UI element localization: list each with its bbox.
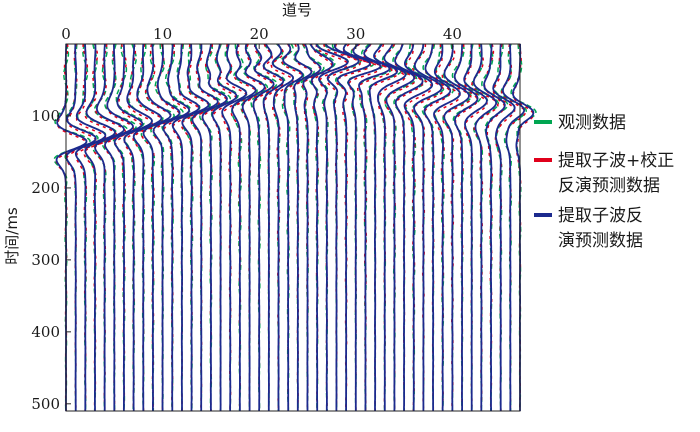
trace-s2-18 bbox=[231, 43, 257, 411]
x-tick-label-0: 0 bbox=[61, 25, 71, 43]
trace-s2-44 bbox=[483, 44, 506, 411]
traces-layer bbox=[53, 43, 537, 412]
trace-s1-27 bbox=[315, 43, 349, 412]
trace-s2-39 bbox=[433, 44, 461, 412]
trace-s1-14 bbox=[190, 43, 220, 412]
series-2-traces bbox=[55, 43, 535, 412]
trace-s0-4 bbox=[92, 43, 129, 412]
y-tick-label-0: 100 bbox=[31, 107, 60, 125]
trace-s2-37 bbox=[413, 43, 443, 411]
trace-s2-1 bbox=[65, 43, 97, 411]
trace-s2-5 bbox=[104, 44, 134, 411]
legend-label-2-0: 提取子波反 bbox=[558, 206, 643, 226]
trace-s2-25 bbox=[302, 43, 322, 411]
y-tick-label-2: 300 bbox=[31, 251, 60, 269]
trace-s2-41 bbox=[453, 43, 479, 411]
y-axis-label: 时间/ms bbox=[3, 207, 21, 265]
trace-s2-15 bbox=[201, 43, 228, 411]
trace-s2-21 bbox=[262, 43, 285, 411]
trace-s2-22 bbox=[271, 43, 295, 411]
trace-s2-10 bbox=[152, 44, 181, 411]
trace-s2-0 bbox=[55, 44, 88, 411]
trace-s2-4 bbox=[94, 43, 125, 411]
trace-s2-26 bbox=[309, 43, 334, 411]
trace-s2-42 bbox=[463, 44, 488, 411]
plot-frame bbox=[65, 43, 521, 412]
trace-s1-0 bbox=[55, 43, 88, 411]
trace-s2-31 bbox=[352, 43, 391, 411]
trace-s2-33 bbox=[373, 43, 407, 411]
trace-s2-8 bbox=[132, 43, 163, 411]
trace-s2-34 bbox=[383, 43, 416, 411]
trace-s2-16 bbox=[211, 43, 238, 411]
trace-s2-32 bbox=[363, 43, 399, 411]
trace-s1-36 bbox=[404, 43, 433, 411]
trace-s2-27 bbox=[315, 43, 349, 411]
trace-s0-26 bbox=[308, 43, 336, 412]
trace-s2-36 bbox=[403, 43, 434, 411]
axis-ticks: 0 10 20 30 40 100 200 300 400 500 bbox=[31, 25, 462, 413]
trace-s2-45 bbox=[492, 43, 516, 411]
trace-s0-9 bbox=[140, 43, 176, 412]
trace-s2-28 bbox=[324, 43, 360, 411]
trace-s2-40 bbox=[443, 44, 470, 411]
legend-label-2-1: 演预测数据 bbox=[558, 231, 643, 251]
trace-s2-13 bbox=[181, 43, 210, 411]
y-tick-label-3: 400 bbox=[31, 323, 60, 341]
legend-label-1-1: 反演预测数据 bbox=[558, 176, 660, 196]
trace-s1-1 bbox=[65, 43, 97, 411]
trace-s2-9 bbox=[142, 44, 172, 411]
trace-s1-9 bbox=[141, 43, 173, 412]
trace-s2-6 bbox=[113, 43, 144, 411]
trace-s2-3 bbox=[84, 43, 116, 411]
x-tick-label-4: 40 bbox=[443, 25, 462, 43]
trace-s2-24 bbox=[293, 43, 313, 411]
trace-s2-23 bbox=[282, 43, 304, 411]
trace-s2-38 bbox=[423, 43, 452, 411]
trace-s2-29 bbox=[333, 43, 372, 412]
trace-s2-47 bbox=[511, 44, 535, 411]
trace-s2-7 bbox=[123, 44, 153, 411]
trace-s2-30 bbox=[342, 43, 382, 411]
legend-item-0: 观测数据 bbox=[534, 113, 626, 133]
y-tick-label-1: 200 bbox=[31, 179, 60, 197]
trace-s0-33 bbox=[373, 43, 408, 411]
x-tick-label-3: 30 bbox=[346, 25, 365, 43]
x-tick-label-1: 10 bbox=[153, 25, 172, 43]
trace-s0-11 bbox=[161, 43, 192, 412]
trace-s1-28 bbox=[323, 43, 361, 411]
trace-s2-12 bbox=[171, 43, 201, 411]
trace-s2-14 bbox=[191, 44, 219, 411]
x-tick-label-2: 20 bbox=[250, 25, 269, 43]
trace-s1-3 bbox=[83, 43, 118, 412]
trace-s0-30 bbox=[343, 43, 384, 411]
trace-s0-10 bbox=[150, 43, 184, 412]
plot-border bbox=[65, 43, 521, 412]
trace-s2-2 bbox=[74, 44, 107, 411]
trace-s0-25 bbox=[300, 43, 325, 412]
trace-s2-20 bbox=[252, 43, 275, 411]
x-axis-label: 道号 bbox=[282, 1, 312, 19]
trace-s2-17 bbox=[221, 43, 248, 412]
y-tick-label-4: 500 bbox=[31, 395, 60, 413]
trace-s2-11 bbox=[162, 44, 191, 411]
trace-s2-35 bbox=[394, 43, 424, 411]
trace-s0-24 bbox=[292, 43, 315, 412]
trace-s2-43 bbox=[472, 43, 498, 411]
trace-s1-13 bbox=[180, 43, 211, 412]
legend-label-1-0: 提取子波+校正 bbox=[558, 151, 674, 171]
legend-label-0-0: 观测数据 bbox=[558, 113, 626, 133]
trace-s2-19 bbox=[241, 43, 266, 411]
